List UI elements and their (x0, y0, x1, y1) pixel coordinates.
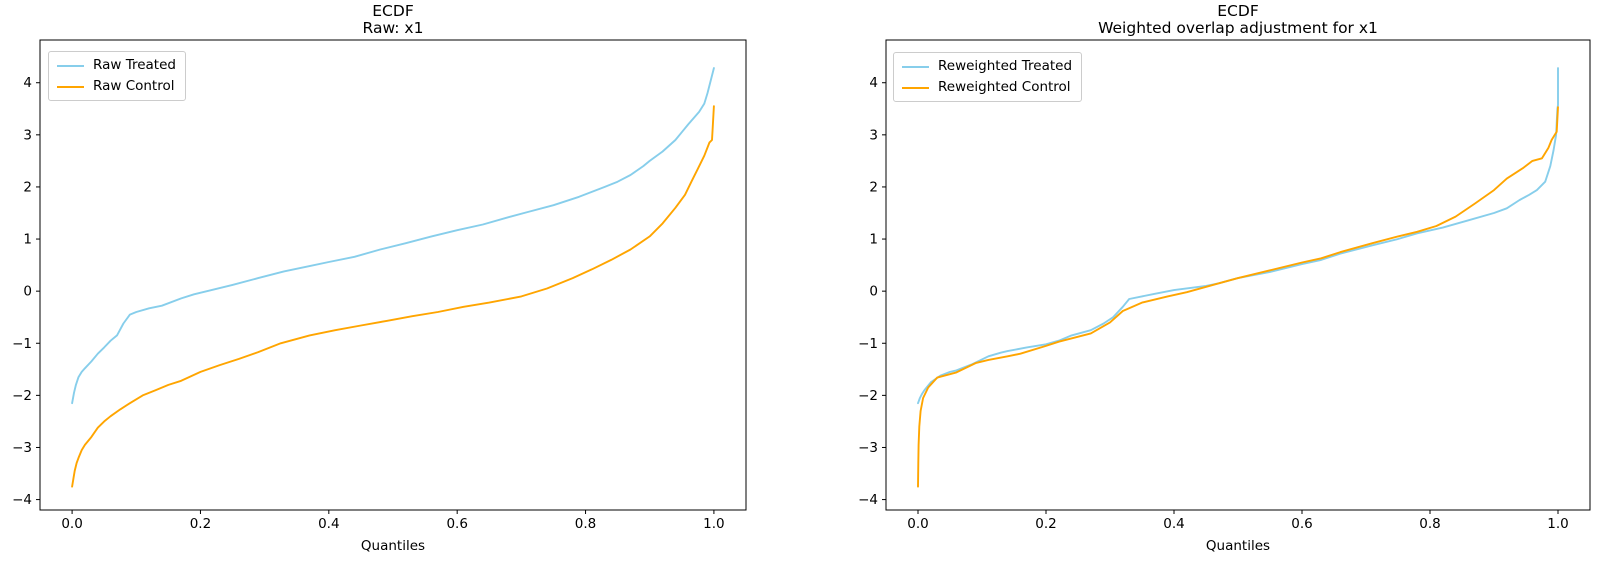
x-axis-label: Quantiles (1205, 538, 1271, 554)
ecdf-panel-raw: 0.0 0.2 0.4 0.6 0.8 1.0 −4 −3 −2 −1 0 1 2 3 4 ECDF Raw… (12, 3, 747, 554)
y-tick-label: −3 (858, 440, 878, 456)
ecdf-plot-weighted: 0.0 0.2 0.4 0.6 0.8 1.0 −4 −3 −2 −1 0 1 2 3 4 (858, 39, 1591, 532)
x-tick-label: 0.0 (61, 516, 82, 532)
y-tick-label: 0 (869, 284, 878, 300)
x-tick-label: 0.2 (190, 516, 211, 532)
legend-label-treated: Reweighted Treated (938, 58, 1073, 74)
legend-line-control-icon (57, 85, 84, 88)
x-tick-label: 0.2 (1035, 516, 1056, 532)
legend-item-control: Reweighted Control (902, 79, 1072, 96)
y-tick-label: −2 (12, 388, 32, 404)
y-tick-label: −1 (858, 336, 878, 352)
chart-title-block: ECDF Weighted overlap adjustment for x1 (886, 3, 1590, 37)
y-tick-label: −2 (858, 388, 878, 404)
axes-box (885, 39, 1591, 511)
ecdf-panel-weighted: 0.0 0.2 0.4 0.6 0.8 1.0 −4 −3 −2 −1 0 1 2 3 4 ECDF Wei… (800, 0, 1600, 563)
y-tick-label: −3 (12, 440, 32, 456)
x-axis-label: Quantiles (360, 538, 426, 554)
y-tick-label: −4 (12, 492, 32, 508)
x-tick-label: 0.4 (1163, 516, 1184, 532)
legend-line-treated-icon (902, 65, 929, 68)
ecdf-plot-raw: 0.0 0.2 0.4 0.6 0.8 1.0 −4 −3 −2 −1 0 1 2 3 4 (12, 39, 747, 532)
legend-label-treated: Raw Treated (93, 57, 176, 73)
legend-label-control: Reweighted Control (938, 79, 1071, 95)
series-line-reweighted-treated (917, 67, 1559, 405)
y-tick-label: 4 (23, 75, 32, 91)
series-line-raw-control (71, 105, 715, 488)
y-tick-label: −4 (858, 492, 878, 508)
y-tick-label: 1 (23, 232, 32, 248)
y-tick-label: 3 (23, 127, 32, 143)
x-tick-label: 0.6 (1291, 516, 1312, 532)
x-tick-label: 0.4 (318, 516, 339, 532)
chart-title: ECDF (1217, 2, 1259, 20)
legend: Raw Treated Raw Control (48, 51, 186, 101)
legend-item-control: Raw Control (57, 78, 176, 95)
x-tick-label: 0.8 (1419, 516, 1440, 532)
chart-title: ECDF (372, 2, 414, 20)
legend-line-treated-icon (57, 64, 84, 67)
legend: Reweighted Treated Reweighted Control (893, 52, 1083, 102)
legend-item-treated: Raw Treated (57, 57, 176, 74)
y-tick-label: 3 (869, 127, 878, 143)
series-line-raw-treated (71, 67, 715, 405)
x-tick-label: 0.6 (446, 516, 467, 532)
chart-subtitle: Raw: x1 (362, 19, 424, 37)
chart-subtitle: Weighted overlap adjustment for x1 (1098, 19, 1378, 37)
y-tick-label: 2 (869, 179, 878, 195)
axes-box (39, 39, 747, 511)
y-tick-label: −1 (12, 336, 32, 352)
series-line-reweighted-control (917, 106, 1559, 488)
y-tick-label: 2 (23, 179, 32, 195)
x-tick-label: 1.0 (703, 516, 724, 532)
legend-line-control-icon (902, 86, 929, 89)
chart-title-block: ECDF Raw: x1 (40, 3, 746, 37)
x-tick-label: 0.0 (907, 516, 928, 532)
y-tick-label: 0 (23, 284, 32, 300)
legend-item-treated: Reweighted Treated (902, 58, 1072, 75)
x-tick-label: 0.8 (575, 516, 596, 532)
y-tick-label: 4 (869, 75, 878, 91)
y-tick-label: 1 (869, 232, 878, 248)
legend-label-control: Raw Control (93, 78, 175, 94)
x-tick-label: 1.0 (1547, 516, 1568, 532)
